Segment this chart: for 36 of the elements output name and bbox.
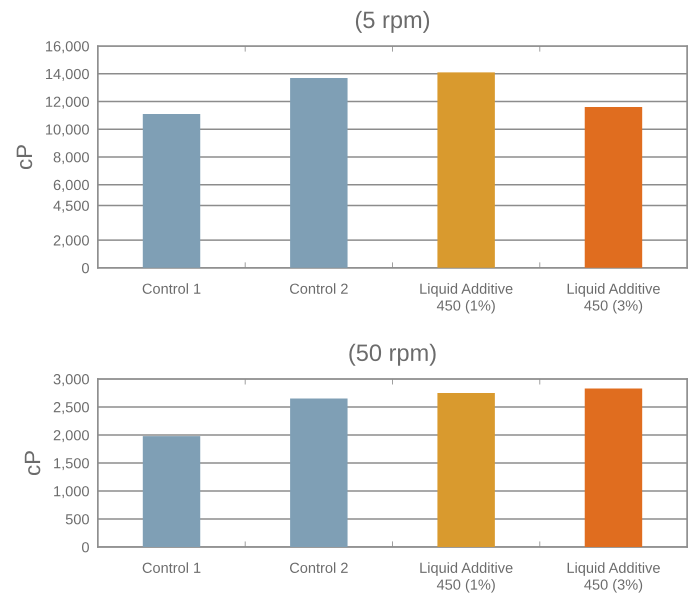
x-tick-label: Liquid Additive 450 (1%) bbox=[420, 283, 513, 314]
y-tick-label: 16,000 bbox=[46, 41, 89, 54]
bar bbox=[437, 392, 495, 547]
bar bbox=[142, 114, 200, 268]
y-tick-label: 0 bbox=[82, 263, 89, 274]
bar bbox=[142, 436, 200, 547]
y-tick-label: 8,000 bbox=[54, 152, 89, 164]
chart-title: (5 rpm) bbox=[356, 10, 430, 33]
x-tick-label: Control 2 bbox=[290, 562, 348, 573]
bar bbox=[290, 78, 348, 268]
y-tick-label: 500 bbox=[66, 514, 89, 524]
y-tick-label: 6,000 bbox=[54, 180, 89, 192]
chart-title: (50 rpm) bbox=[349, 344, 436, 366]
x-tick-label: Liquid Additive 450 (3%) bbox=[568, 562, 660, 593]
bar bbox=[437, 72, 495, 268]
x-tick-label: Control 2 bbox=[290, 283, 348, 294]
x-tick-label: Liquid Additive 450 (3%) bbox=[568, 283, 660, 314]
y-tick-label: 2,000 bbox=[54, 430, 89, 442]
y-tick-label: 1,000 bbox=[54, 486, 89, 498]
bar bbox=[584, 107, 642, 268]
y-tick-label: 4,500 bbox=[53, 200, 89, 213]
y-tick-label: 14,000 bbox=[46, 68, 89, 81]
bar bbox=[290, 398, 348, 547]
y-tick-label: 1,500 bbox=[54, 458, 89, 470]
x-tick-label: Control 1 bbox=[142, 283, 200, 294]
y-tick-label: 2,500 bbox=[54, 402, 89, 414]
y-tick-label: 2,000 bbox=[54, 235, 89, 248]
bar bbox=[584, 388, 642, 547]
y-tick-label: 0 bbox=[82, 542, 89, 552]
x-tick-label: Liquid Additive 450 (1%) bbox=[420, 562, 513, 593]
y-tick-label: 12,000 bbox=[46, 96, 89, 109]
y-axis-title: cP bbox=[16, 145, 32, 169]
y-axis-title: cP bbox=[24, 451, 40, 475]
y-tick-label: 3,000 bbox=[54, 374, 89, 386]
y-tick-label: 10,000 bbox=[46, 124, 89, 136]
x-tick-label: Control 1 bbox=[142, 562, 200, 573]
